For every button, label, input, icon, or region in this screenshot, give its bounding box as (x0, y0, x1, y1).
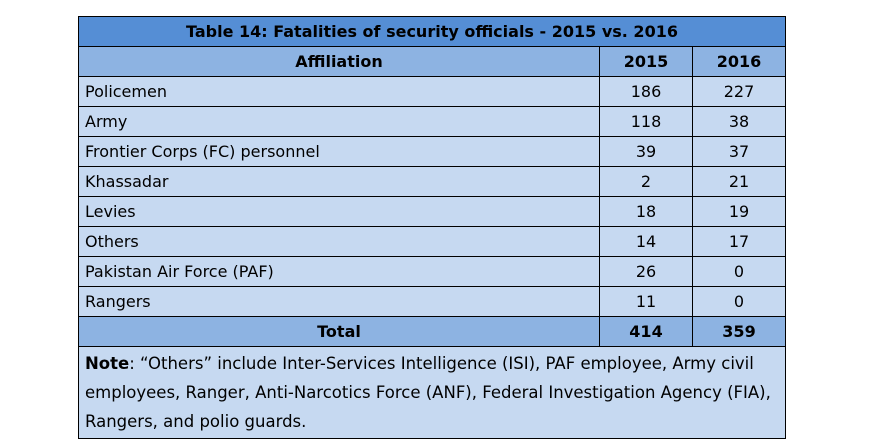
fatalities-table: Table 14: Fatalities of security officia… (78, 16, 786, 439)
cell-2016: 227 (692, 76, 786, 107)
header-2015: 2015 (599, 46, 693, 77)
cell-affiliation: Others (78, 226, 600, 257)
note-label: Note (85, 354, 130, 373)
cell-2016: 21 (692, 166, 786, 197)
table-row: Khassadar 2 21 (78, 166, 786, 197)
cell-affiliation: Pakistan Air Force (PAF) (78, 256, 600, 287)
table-row: Others 14 17 (78, 226, 786, 257)
cell-affiliation: Frontier Corps (FC) personnel (78, 136, 600, 167)
cell-2015: 186 (599, 76, 693, 107)
cell-2016: 0 (692, 286, 786, 317)
table-row: Pakistan Air Force (PAF) 26 0 (78, 256, 786, 287)
table-title: Table 14: Fatalities of security officia… (78, 16, 786, 47)
cell-2015: 14 (599, 226, 693, 257)
header-2016: 2016 (692, 46, 786, 77)
cell-2015: 2 (599, 166, 693, 197)
total-2015: 414 (599, 316, 693, 347)
note: Note: “Others” include Inter-Services In… (78, 346, 786, 439)
cell-2016: 19 (692, 196, 786, 227)
cell-2015: 26 (599, 256, 693, 287)
cell-2015: 18 (599, 196, 693, 227)
cell-affiliation: Army (78, 106, 600, 137)
note-row: Note: “Others” include Inter-Services In… (78, 346, 786, 439)
cell-affiliation: Levies (78, 196, 600, 227)
header-affiliation: Affiliation (78, 46, 600, 77)
table-row: Army 118 38 (78, 106, 786, 137)
cell-2015: 39 (599, 136, 693, 167)
table-row: Policemen 186 227 (78, 76, 786, 107)
cell-2016: 37 (692, 136, 786, 167)
total-label: Total (78, 316, 600, 347)
cell-2016: 38 (692, 106, 786, 137)
table-row: Rangers 11 0 (78, 286, 786, 317)
cell-affiliation: Rangers (78, 286, 600, 317)
cell-2015: 11 (599, 286, 693, 317)
cell-2016: 0 (692, 256, 786, 287)
total-row: Total 414 359 (78, 316, 786, 347)
cell-affiliation: Policemen (78, 76, 600, 107)
note-text: : “Others” include Inter-Services Intell… (85, 354, 771, 431)
total-2016: 359 (692, 316, 786, 347)
table-row: Frontier Corps (FC) personnel 39 37 (78, 136, 786, 167)
table-row: Levies 18 19 (78, 196, 786, 227)
cell-2016: 17 (692, 226, 786, 257)
cell-2015: 118 (599, 106, 693, 137)
cell-affiliation: Khassadar (78, 166, 600, 197)
